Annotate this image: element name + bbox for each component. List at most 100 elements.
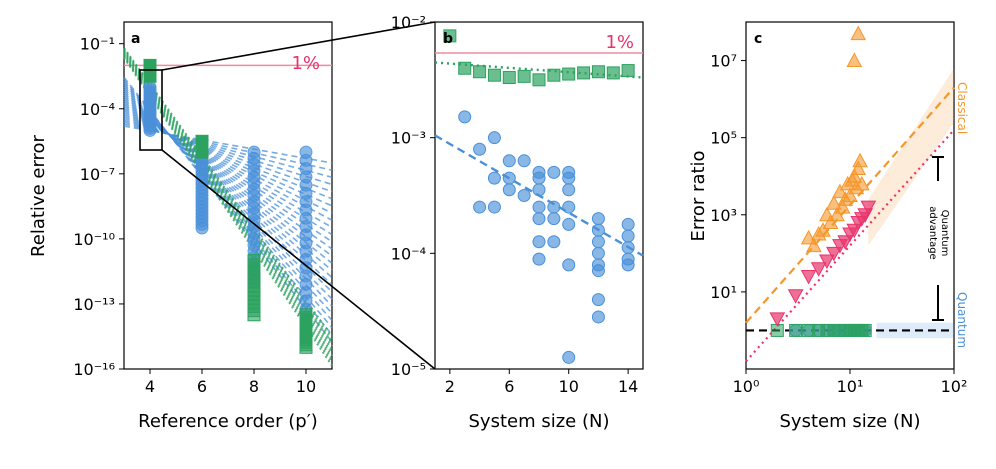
panel-a-quantum-point	[299, 145, 313, 159]
panel-c-classical-point	[850, 25, 867, 41]
panel-a-classical-point	[195, 134, 209, 148]
panel-c-xtick-label: 10¹	[837, 377, 864, 396]
panel-a-xtick-label: 6	[197, 377, 207, 396]
zoom-connector-bottom	[161, 149, 436, 370]
panel-a-classical-fit-line	[123, 52, 333, 354]
panel-c-classical-band	[868, 68, 954, 246]
panel-c-classical-point	[846, 52, 863, 68]
panel-c-quantum-point	[819, 254, 835, 270]
panel-b-quantum-point	[621, 229, 635, 243]
panel-b-quantum-point	[591, 223, 605, 237]
panel-b-quantum-point	[487, 131, 501, 145]
panel-a-quantum-fit-line	[123, 94, 333, 279]
panel-c-classical-point	[850, 160, 867, 176]
panel-a-xtick-label: 10	[296, 377, 316, 396]
panel-a-classical-fit-line	[123, 51, 333, 351]
panel-a-quantum-fit-line	[123, 119, 333, 186]
panel-a-xtick-label: 4	[145, 377, 155, 396]
panel-c-quantum-point	[810, 262, 827, 277]
panel-a-quantum-fit-line	[123, 109, 333, 221]
panel-b-quantum-point	[532, 235, 546, 249]
panel-c-quantum-point	[860, 200, 877, 216]
panel-c-label: c	[754, 31, 762, 47]
panel-c-ytick-label: 10¹	[710, 283, 737, 302]
panel-b-quantum-point	[591, 310, 605, 324]
panel-a-classical-fit-line	[123, 57, 333, 367]
panel-c-classical-point	[852, 152, 868, 168]
panel-c-ytick-label: 10⁷	[710, 52, 737, 71]
panel-b-frame	[434, 21, 644, 370]
panel-c-classical-point	[832, 183, 848, 199]
panel-b-quantum-point	[473, 142, 487, 156]
panel-b-ytick-label: 10⁻³	[391, 129, 426, 148]
panel-a-quantum-fit-line	[123, 115, 333, 200]
panel-b-xlabel: System size (N)	[469, 411, 610, 432]
panel-c-classical-point	[826, 195, 842, 210]
panel-c-ylabel: Error ratio	[688, 150, 709, 241]
panel-a-quantum-fit-line	[123, 78, 333, 336]
panel-b-quantum-point	[473, 200, 487, 214]
panel-b-quantum-point	[621, 217, 635, 231]
panel-b-classical-point	[532, 73, 546, 87]
panel-c-quantum-point	[769, 312, 786, 327]
panel-b-classical-point	[517, 69, 531, 83]
panel-c-fit-line	[745, 129, 955, 363]
panel-c-classical-point	[829, 206, 845, 222]
panel-c-xtick-label: 10⁰	[733, 377, 760, 396]
panel-b-quantum-point	[562, 171, 576, 185]
panel-a-ylabel: Relative error	[28, 134, 49, 256]
panel-b-quantum-point	[502, 183, 516, 197]
panel-b-quantum-point	[532, 171, 546, 185]
panel-b-classical-point	[591, 65, 605, 79]
panel-a-classical-point	[299, 308, 313, 322]
panel-b-ytick-label: 10⁻²	[391, 13, 426, 32]
panel-b-quantum-point	[547, 212, 561, 226]
panel-c-quantum-point	[800, 269, 817, 285]
panel-a-quantum-fit-line	[123, 113, 333, 207]
panel-b-quantum-point	[562, 200, 576, 214]
zoom-connector-top	[161, 21, 436, 71]
panel-b-quantum-point	[502, 171, 516, 185]
panel-b-quantum-point	[532, 183, 546, 197]
panel-c-classical-point	[806, 237, 822, 253]
panel-c-quantum-label: Quantum	[955, 292, 969, 348]
panel-a-ytick-label: 10⁻¹³	[73, 295, 115, 314]
bracket-label-line1: Quantum	[939, 210, 950, 257]
panel-a-quantum-fit-line	[123, 92, 333, 286]
panel-b-quantum-point	[591, 235, 605, 249]
panel-b-xtick-label: 10	[559, 377, 579, 396]
panel-b-quantum-point	[621, 241, 635, 255]
panel-a-ytick-label: 10⁻⁷	[80, 165, 115, 184]
panel-c-classical-point	[842, 187, 858, 202]
panel-b-quantum-point	[621, 258, 635, 272]
panel-a-ytick-label: 10⁻¹⁶	[73, 360, 115, 379]
panel-b-quantum-point	[517, 189, 531, 202]
panel-a-xtick-label: 8	[249, 377, 259, 396]
panel-c-ytick-label: 10⁵	[710, 129, 737, 148]
panel-b-quantum-point	[502, 154, 516, 168]
panel-b-quantum-point	[532, 212, 546, 226]
panel-c-classical-point	[822, 214, 839, 229]
panel-b-xtick-label: 6	[504, 377, 514, 396]
panel-a-classical-point	[143, 58, 157, 72]
panel-c-quantum-point	[787, 289, 804, 304]
panel-c-classical-point	[800, 229, 817, 245]
panel-a-xlabel: Reference order (p′)	[138, 411, 318, 432]
panel-b-xtick-label: 2	[445, 377, 455, 396]
panel-b-threshold-label: 1%	[605, 32, 634, 53]
panel-b-quantum-point	[562, 258, 576, 272]
panel-b-classical-point	[473, 65, 487, 79]
panel-b-quantum-point	[591, 264, 605, 278]
panel-b-quantum-point	[517, 154, 531, 168]
panel-c-quantum-point	[826, 246, 842, 262]
panel-a-quantum-point	[143, 80, 157, 94]
panel-b-quantum-point	[591, 293, 605, 307]
panel-b-quantum-point	[562, 350, 576, 364]
panel-a-quantum-fit-line	[123, 117, 333, 193]
panel-b-classical-point	[487, 68, 501, 82]
panel-a-classical-point	[247, 254, 261, 268]
panel-b-classical-point	[443, 29, 457, 43]
panel-b-quantum-point	[547, 235, 561, 249]
panel-c-classical-point	[815, 222, 831, 237]
panel-a-ytick-label: 10⁻¹⁰	[73, 230, 115, 249]
